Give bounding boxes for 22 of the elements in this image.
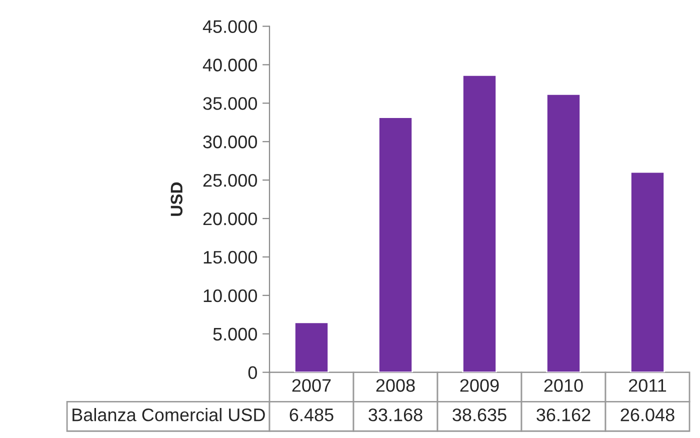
y-tick-label: 15.000 [204,250,257,264]
y-axis-title: USD [170,182,183,216]
y-tick-label: 20.000 [203,212,257,226]
data-label: 36.162 [536,408,590,422]
data-label: 38.635 [452,408,506,422]
text: Balanza Comercial USD [72,408,265,422]
data-label: 26.048 [620,408,674,422]
data-label: 33.168 [368,408,422,422]
x-tick-label: 2007 [292,379,331,392]
x-tick-label: 2011 [628,379,666,392]
y-tick-label: 0 [248,366,257,380]
x-tick-label: 2010 [544,379,583,392]
y-tick-label: 5.000 [213,328,257,341]
y-tick-label: 25.000 [203,174,257,187]
y-tick-label: 35.000 [203,97,257,110]
y-tick-label: 10.000 [204,289,257,302]
y-tick-label: 45.000 [202,20,257,33]
data-label: 6.485 [290,408,334,422]
y-tick-label: 30.000 [203,136,257,148]
x-tick-label: 2009 [460,379,499,392]
y-tick-label: 40.000 [202,58,257,72]
x-tick-label: 2008 [376,379,415,392]
